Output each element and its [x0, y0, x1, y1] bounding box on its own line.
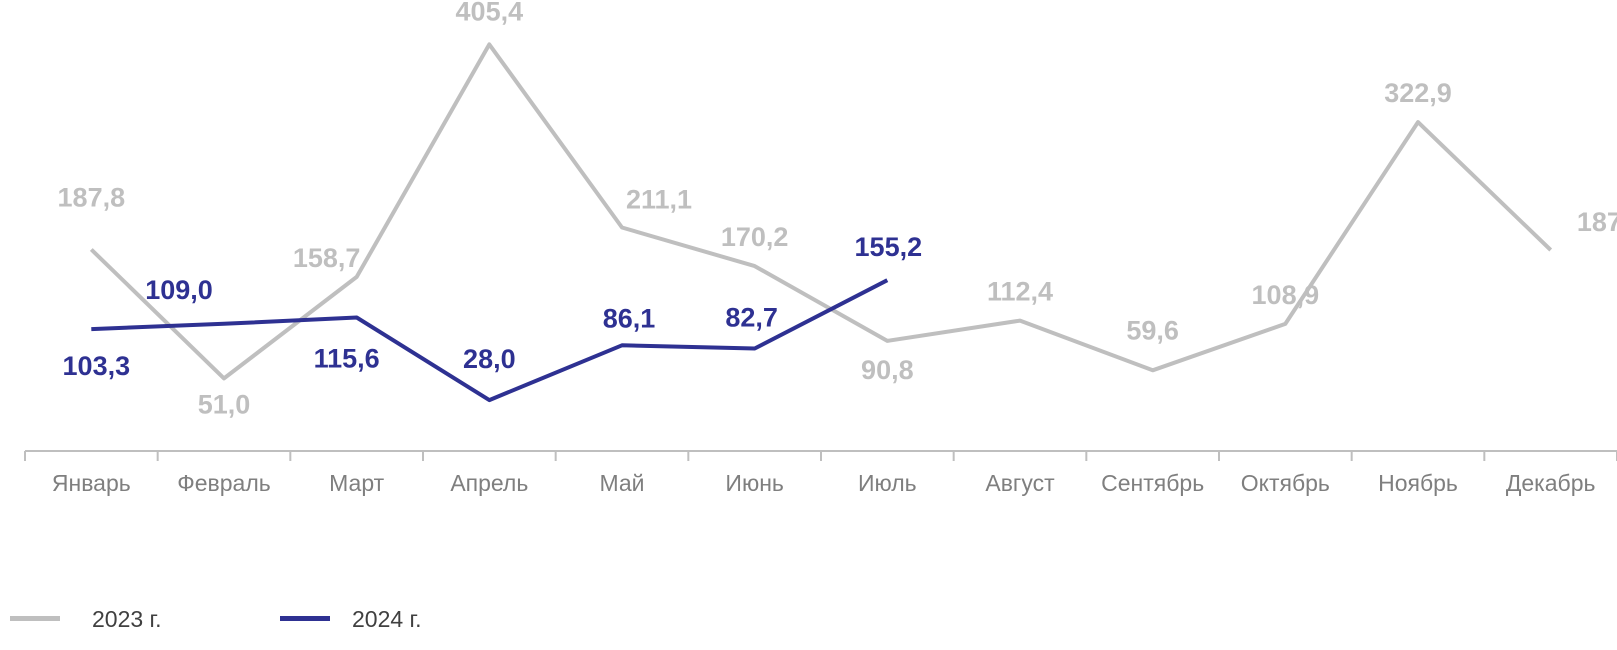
x-tick-label: Ноябрь — [1378, 470, 1458, 496]
data-label-2023: 322,9 — [1384, 78, 1452, 108]
data-label-2024: 109,0 — [145, 275, 213, 305]
data-label-2024: 103,3 — [63, 351, 131, 381]
x-tick-label: Май — [599, 470, 644, 496]
data-label-2023: 405,4 — [456, 0, 524, 26]
x-tick-label: Февраль — [177, 470, 270, 496]
series-line-2023 — [89, 42, 1553, 381]
data-label-2023: 187,2 — [1577, 207, 1617, 237]
x-tick-label: Сентябрь — [1101, 470, 1204, 496]
legend: 2023 г. 2024 г. — [0, 606, 700, 642]
x-tick-label: Январь — [52, 470, 131, 496]
x-tick-label: Март — [329, 470, 384, 496]
x-axis-tick-labels: Январь Февраль Март Апрель Май Июнь Июль Август… — [52, 470, 1596, 496]
data-label-2023: 51,0 — [198, 389, 251, 419]
data-label-2023: 158,7 — [293, 243, 361, 273]
data-label-2023: 59,6 — [1126, 315, 1179, 345]
x-tick-label: Апрель — [450, 470, 528, 496]
series-line-2024 — [91, 278, 889, 403]
legend-swatch-2023 — [10, 616, 60, 621]
data-label-2023: 112,4 — [987, 277, 1053, 307]
legend-label-2024: 2024 г. — [352, 606, 422, 632]
data-label-2023: 90,8 — [861, 355, 914, 385]
legend-label-2023: 2023 г. — [92, 606, 162, 632]
data-label-2023: 211,1 — [626, 185, 692, 215]
legend-swatch-2024 — [280, 616, 330, 621]
data-label-2023: 187,8 — [58, 182, 126, 212]
data-labels: 187,8 51,0 158,7 405,4 211,1 170,2 90,8 112,4 59… — [58, 0, 1617, 419]
data-label-2023: 170,2 — [721, 222, 789, 252]
x-tick-label: Август — [985, 470, 1055, 496]
data-label-2024: 28,0 — [463, 344, 516, 374]
data-label-2024: 155,2 — [855, 232, 923, 262]
line-chart: Январь Февраль Март Апрель Май Июнь Июль Август… — [24, 0, 1617, 496]
x-tick-label: Октябрь — [1241, 470, 1330, 496]
x-tick-label: Июль — [858, 470, 917, 496]
x-tick-label: Июнь — [725, 470, 783, 496]
x-axis-ticks — [24, 451, 1617, 461]
x-tick-label: Декабрь — [1506, 470, 1596, 496]
data-label-2024: 86,1 — [603, 303, 656, 333]
data-label-2024: 82,7 — [725, 303, 778, 333]
series-lines — [89, 42, 1553, 403]
data-label-2024: 115,6 — [314, 344, 380, 374]
data-label-2023: 108,9 — [1252, 280, 1320, 310]
